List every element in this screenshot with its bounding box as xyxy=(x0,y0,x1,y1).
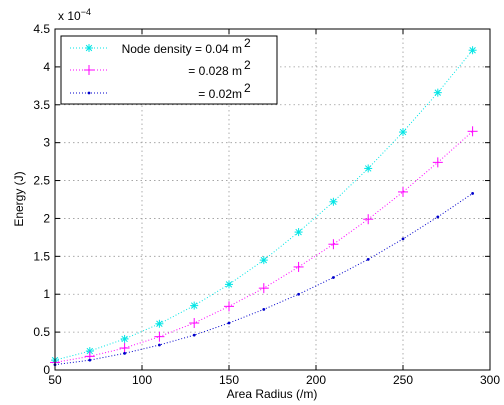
legend-marker xyxy=(85,44,93,52)
data-point xyxy=(155,319,164,328)
series-3 xyxy=(53,192,474,367)
y-tick-label: 2 xyxy=(43,211,50,225)
legend-marker xyxy=(84,65,94,75)
data-point xyxy=(259,256,268,265)
y-tick-label: 0.5 xyxy=(33,325,50,339)
data-point xyxy=(189,318,200,329)
ticks: 50 100 150 200 250 300 0 0.5 1 1.5 2 2.5 3 3.5 4 4.5 xyxy=(33,22,500,387)
data-point xyxy=(436,215,440,219)
data-point xyxy=(225,280,233,289)
data-point xyxy=(471,192,474,195)
legend-entries: Node density = 0.04 m 2= 0.028 m 2= 0.02m 2 xyxy=(70,36,251,101)
data-point xyxy=(329,197,338,206)
legend-label: = 0.028 m xyxy=(188,64,242,78)
data-point xyxy=(119,343,130,354)
legend-label: = 0.02m xyxy=(198,87,242,101)
grid xyxy=(55,29,490,370)
data-point xyxy=(401,237,405,241)
data-point xyxy=(154,331,165,342)
data-point xyxy=(88,358,92,362)
y-tick-label: 1 xyxy=(43,287,50,301)
legend-entry-3: = 0.02m 2 xyxy=(70,81,251,101)
y-axis-label: Energy (J) xyxy=(12,171,26,226)
data-point xyxy=(467,126,478,137)
series-2 xyxy=(50,126,478,368)
data-point xyxy=(332,276,335,279)
legend-label: Node density = 0.04 m xyxy=(122,42,242,56)
x-tick-label: 100 xyxy=(132,373,152,387)
y-tick-label: 1.5 xyxy=(33,249,50,263)
data-point xyxy=(297,292,300,296)
data-point xyxy=(364,164,373,173)
data-point xyxy=(433,88,442,97)
data-point xyxy=(366,257,370,261)
x-tick-label: 250 xyxy=(393,373,413,387)
data-point xyxy=(227,321,231,325)
legend-label-superscript: 2 xyxy=(244,58,251,72)
y-tick-label: 3.5 xyxy=(33,98,50,112)
data-point xyxy=(399,128,407,137)
x-tick-label: 50 xyxy=(48,373,62,387)
data-point xyxy=(190,301,199,310)
legend-marker xyxy=(87,91,91,95)
legend-label-superscript: 2 xyxy=(244,36,251,50)
data-point xyxy=(432,157,443,168)
data-point xyxy=(468,46,477,55)
x-tick-label: 300 xyxy=(480,373,500,387)
data-point xyxy=(158,343,161,347)
legend: Node density = 0.04 m 2= 0.028 m 2= 0.02m 2 xyxy=(60,35,278,105)
y-exponent-label: x 10−4 xyxy=(58,7,91,23)
y-tick-label: 2.5 xyxy=(33,174,50,188)
y-tick-label: 4.5 xyxy=(33,22,50,36)
data-point xyxy=(258,283,269,294)
x-tick-label: 200 xyxy=(306,373,326,387)
data-point xyxy=(120,334,129,343)
y-tick-label: 3 xyxy=(43,136,50,150)
data-point xyxy=(363,214,374,225)
data-point xyxy=(293,261,304,272)
data-point xyxy=(398,186,408,197)
data-point xyxy=(192,333,196,337)
x-axis-label: Area Radius (/m) xyxy=(227,387,318,401)
x-tick-label: 150 xyxy=(219,373,239,387)
data-point xyxy=(294,228,303,237)
data-point xyxy=(224,301,234,312)
data-point xyxy=(262,307,266,311)
y-tick-label: 4 xyxy=(43,60,50,74)
data-point xyxy=(123,351,126,355)
legend-label-superscript: 2 xyxy=(244,81,251,95)
y-tick-label: 0 xyxy=(43,363,50,377)
plot-frame xyxy=(54,28,491,371)
data-point xyxy=(328,239,339,250)
